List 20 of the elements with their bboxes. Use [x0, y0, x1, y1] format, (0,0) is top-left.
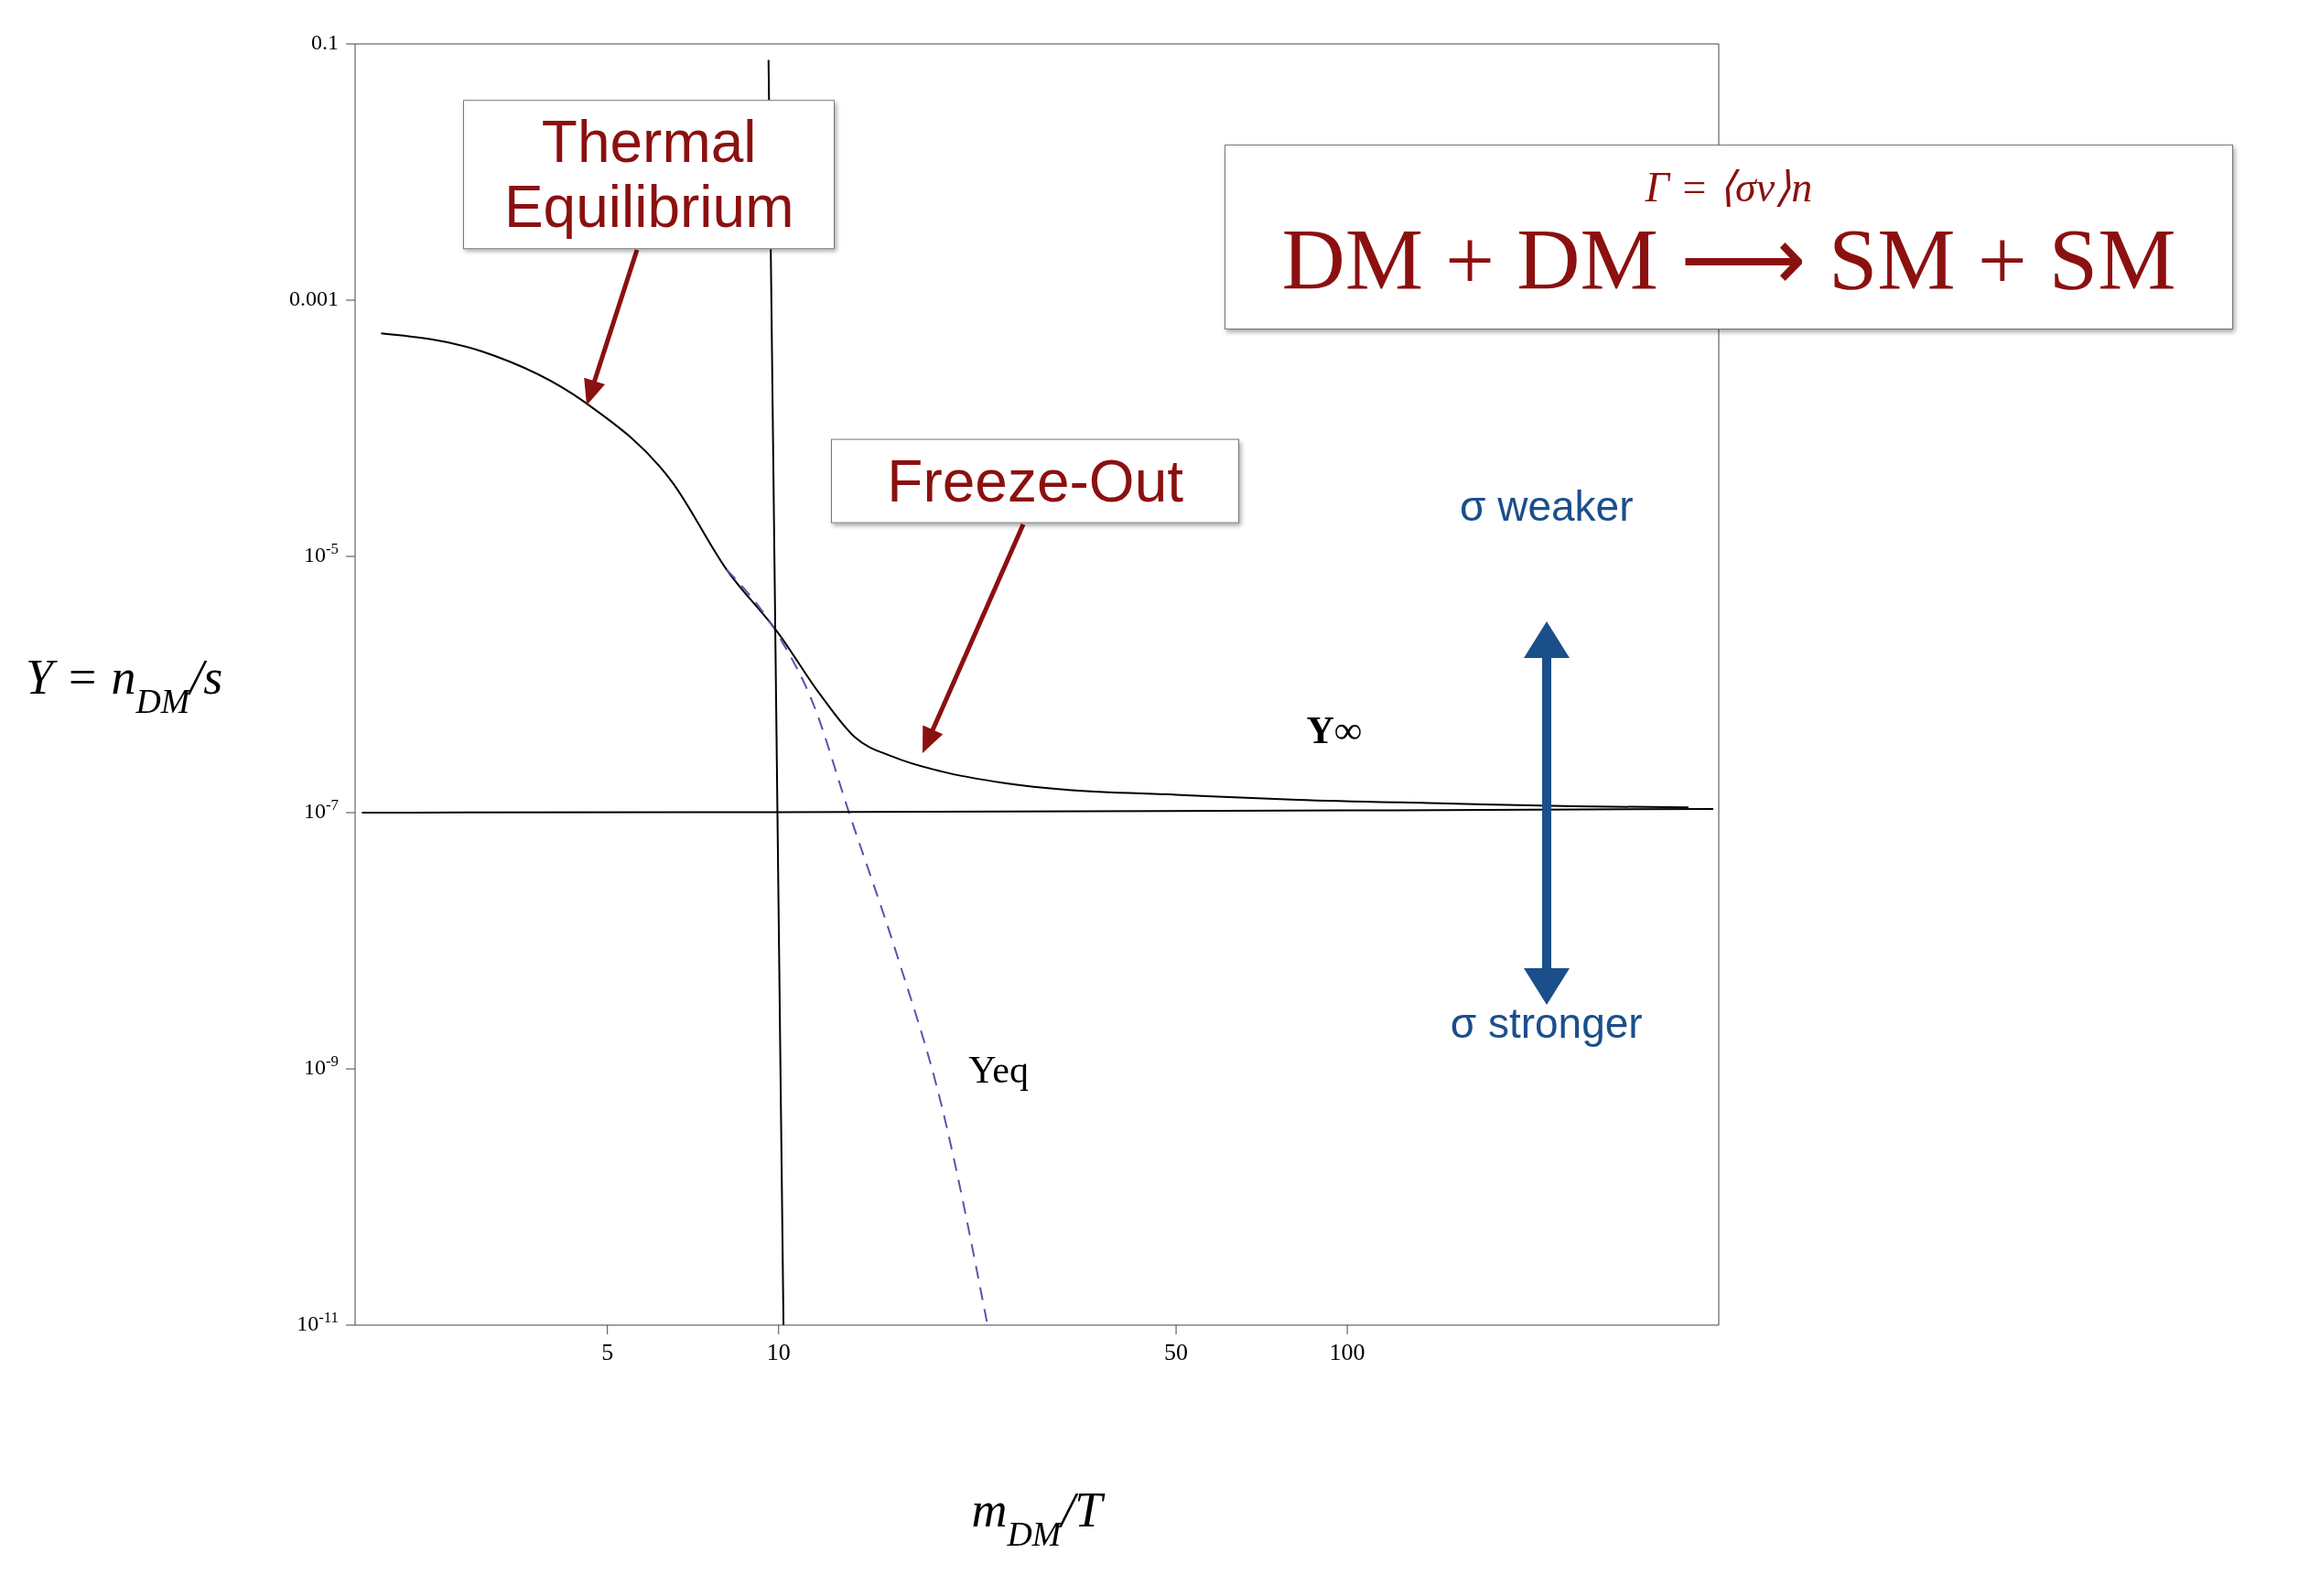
y-tick-label: 10$^{-7}$ — [304, 795, 339, 823]
y-tick-label: 10$^{-9}$ — [304, 1051, 339, 1079]
y-tick-label: 0.001 — [289, 286, 339, 310]
x-tick-label: 50 — [1164, 1339, 1189, 1365]
y-tick-label: 10$^{-5}$ — [304, 539, 339, 566]
y-axis-title: Y = n$_{DM}$/s — [26, 650, 223, 720]
annotation: σ weaker — [1460, 481, 1634, 530]
annotation: Y∞ — [1306, 708, 1362, 751]
x-tick-label: 10 — [766, 1339, 791, 1365]
annotation: σ stronger — [1450, 999, 1643, 1048]
annotation: Yeq — [968, 1049, 1029, 1092]
annotation: Freeze-Out — [887, 448, 1183, 514]
x-axis-title: m$_{DM}$/T — [971, 1483, 1106, 1553]
x-tick-label: 5 — [601, 1339, 614, 1365]
annotation: Thermal Equilibrium — [503, 109, 794, 240]
x-tick-label: 100 — [1329, 1339, 1365, 1365]
y-tick-label: 10$^{-11}$ — [297, 1308, 339, 1335]
y-tick-label: 0.1 — [311, 30, 339, 54]
annotation: DM + DM ⟶ SM + SM — [1281, 210, 2176, 308]
annotation: Γ = ⟨σv⟩n — [1645, 164, 1813, 210]
